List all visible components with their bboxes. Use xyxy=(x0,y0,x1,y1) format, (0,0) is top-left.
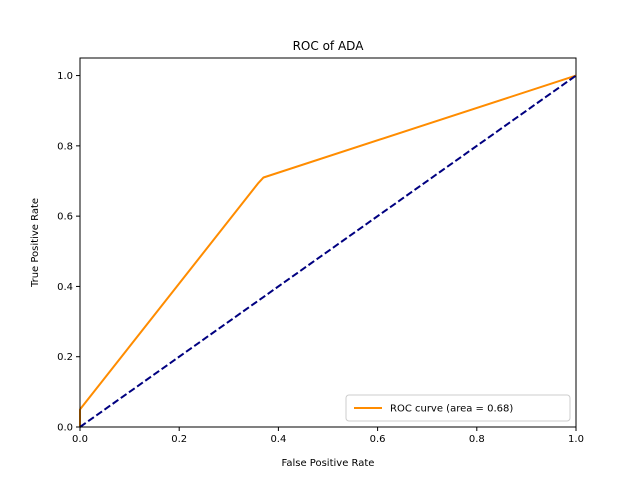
chart-title: ROC of ADA xyxy=(293,39,365,53)
x-tick-label: 0.8 xyxy=(469,434,485,445)
x-axis: 0.0 0.2 0.4 0.6 0.8 1.0 xyxy=(72,427,584,445)
x-tick-label: 0.6 xyxy=(370,434,386,445)
x-tick-label: 1.0 xyxy=(568,434,584,445)
y-tick-label: 0.6 xyxy=(57,212,73,223)
legend-box xyxy=(345,394,571,422)
y-tick-label: 0.4 xyxy=(57,282,73,293)
x-axis-title: False Positive Rate xyxy=(282,458,375,469)
legend-label: ROC curve (area = 0.68) xyxy=(390,404,513,415)
x-tick-label: 0.4 xyxy=(270,434,286,445)
y-axis: 0.0 0.2 0.4 0.6 0.8 1.0 xyxy=(57,71,80,434)
y-axis-title: True Positive Rate xyxy=(30,198,41,288)
y-tick-label: 0.0 xyxy=(57,423,73,434)
plot-frame xyxy=(79,57,577,428)
x-tick-label: 0.0 xyxy=(72,434,88,445)
y-tick-label: 1.0 xyxy=(57,71,73,82)
y-tick-label: 0.2 xyxy=(57,352,73,363)
legend: ROC curve (area = 0.68) xyxy=(345,394,571,422)
x-tick-label: 0.2 xyxy=(171,434,187,445)
y-tick-label: 0.8 xyxy=(57,141,73,152)
chance-diagonal-line xyxy=(79,74,577,428)
